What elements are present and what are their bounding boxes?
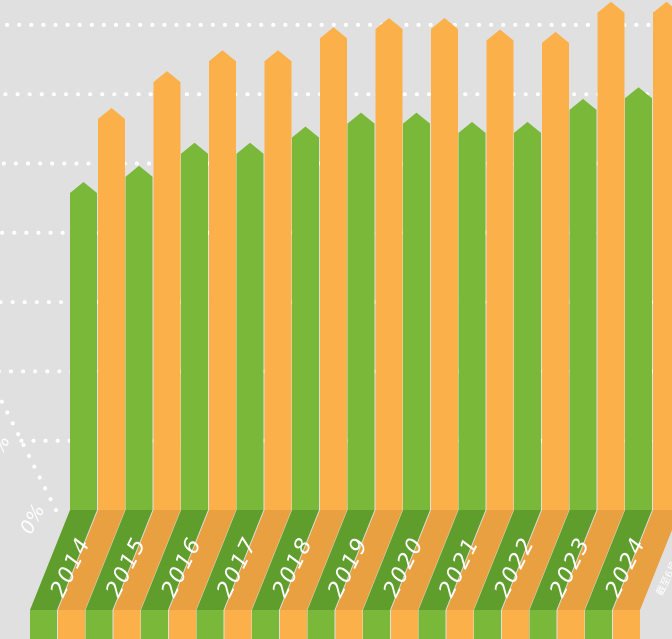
bar-base-orange [502, 610, 529, 639]
shelf-green [307, 510, 375, 610]
bar-base-green [474, 610, 501, 639]
bar-orange [486, 29, 514, 511]
bar-orange [375, 17, 403, 510]
bar-green [625, 87, 652, 511]
bar-base-orange [224, 610, 252, 639]
bar-orange [153, 71, 181, 510]
shelf-green [85, 510, 153, 610]
bar-base-green [252, 610, 279, 639]
bar-base-green [307, 610, 335, 639]
y-axis-tick-labels: 0%3%6%9%12%15%18%21% [0, 431, 50, 538]
y-axis-line [0, 393, 58, 512]
bar-base-orange [113, 610, 141, 639]
bar-orange [542, 31, 569, 511]
bar-orange [209, 50, 236, 511]
bar-base-green [30, 610, 57, 639]
y-tick-label: 0% [16, 501, 50, 538]
bar-base-green [529, 610, 557, 639]
bar-base-orange [557, 610, 585, 639]
bar-base-orange [391, 610, 418, 639]
shelf-green [529, 510, 597, 610]
bar-green [292, 126, 319, 510]
bar-base-green [418, 610, 446, 639]
bar-green [181, 142, 208, 510]
shelf-orange [58, 510, 125, 610]
bar-orange [320, 27, 347, 511]
shelf-green [474, 510, 541, 610]
y-tick-label: 3% [0, 431, 15, 468]
bar-base-orange [58, 610, 85, 639]
bar-base-green [585, 610, 612, 639]
bar-green [403, 112, 430, 511]
bar-green [236, 142, 264, 510]
shelf-orange [113, 510, 181, 610]
category-shelf [30, 510, 672, 639]
bar-green [514, 121, 541, 511]
bar-orange [98, 108, 125, 510]
bar-green [458, 121, 486, 511]
bar-orange [431, 17, 458, 510]
bar-green [569, 98, 597, 510]
bar-orange [597, 1, 625, 511]
bar-base-orange [335, 610, 363, 639]
shelf-orange [391, 510, 458, 610]
shelf-orange [169, 510, 236, 610]
shelf-green [30, 510, 97, 610]
bar-orange [264, 50, 292, 511]
bar-base-orange [169, 610, 196, 639]
shelf-green [363, 510, 430, 610]
bar-green [125, 165, 153, 510]
shelf-orange [280, 510, 347, 610]
bar-base-orange [280, 610, 307, 639]
shelf-orange [335, 510, 403, 610]
bar-green [347, 112, 375, 511]
bar-base-orange [613, 610, 640, 639]
bar-green [70, 181, 97, 511]
shelf-green [252, 510, 319, 610]
shelf-green [196, 510, 264, 610]
shelf-orange [613, 510, 672, 610]
shelf-green [585, 510, 652, 610]
bar-base-green [363, 610, 390, 639]
bar-base-green [85, 610, 113, 639]
shelf-green [141, 510, 208, 610]
shelf-orange [557, 510, 625, 610]
bar-base-orange [446, 610, 474, 639]
bar-base-green [141, 610, 168, 639]
shelf-orange [446, 510, 514, 610]
shelf-green [418, 510, 486, 610]
shelf-orange [502, 510, 569, 610]
bar-base-green [196, 610, 224, 639]
bars [70, 1, 672, 511]
shelf-orange [224, 510, 292, 610]
bar-orange [653, 1, 672, 510]
